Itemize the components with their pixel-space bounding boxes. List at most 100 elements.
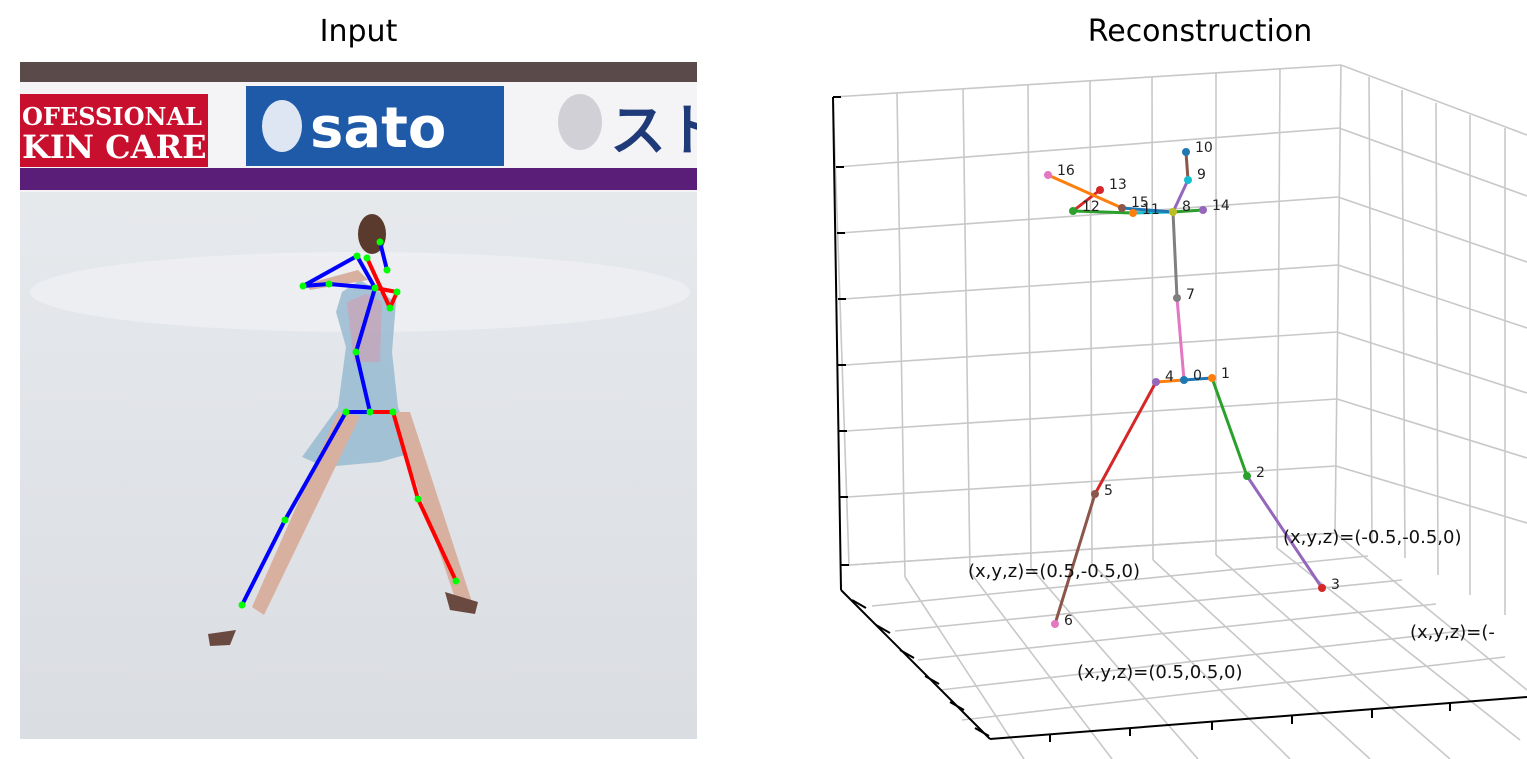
bone-3d: [1184, 150, 1190, 182]
bone-2d: [365, 256, 392, 310]
joint-2d: [452, 577, 460, 585]
joints-2d: [238, 238, 460, 609]
reconstruction-panel-title: Reconstruction: [1087, 14, 1313, 49]
bone-2d: [354, 350, 372, 414]
joint-2d: [281, 516, 289, 524]
joint-2d: [342, 408, 350, 416]
bone-2d: [416, 497, 458, 583]
bone-3d: [1171, 178, 1190, 214]
joint-3d: [1096, 186, 1104, 194]
bone-3d: [1210, 376, 1249, 478]
corner-label: (x,y,z)=(0.5,-0.5,0): [968, 561, 1140, 582]
skater-figure: [208, 214, 478, 646]
joint-3d: [1199, 206, 1207, 214]
joint-3d: [1118, 204, 1126, 212]
bone-3d: [1182, 376, 1214, 382]
bone-3d: [1154, 378, 1186, 384]
reconstruction-3d-axes: 0 1 2 3 4 5 6 7 8 9 10 11 12 13 14 15 16…: [832, 64, 1527, 759]
joint-3d: [1091, 490, 1099, 498]
bone-2d: [354, 286, 377, 354]
joint-label: 5: [1104, 483, 1113, 499]
joint-label: 12: [1082, 199, 1100, 215]
joint-3d: [1051, 620, 1059, 628]
bone-3d: [1245, 474, 1324, 590]
joint-label: 2: [1256, 465, 1265, 481]
joint-3d: [1169, 208, 1177, 216]
joint-label: 10: [1195, 140, 1213, 156]
bone-2d: [327, 282, 377, 290]
board-purple-stripe: [20, 168, 697, 190]
joint-label: 15: [1131, 195, 1149, 211]
bone-2d: [240, 518, 287, 607]
crowd-strip: [20, 62, 697, 82]
joint-label: 16: [1057, 163, 1075, 179]
joint-2d: [389, 408, 397, 416]
bone-3d: [1071, 209, 1135, 215]
floor-grid: [848, 532, 1527, 759]
joint-2d: [386, 304, 394, 312]
joint-2d: [299, 282, 307, 290]
joint-label: 0: [1193, 368, 1202, 384]
joints-3d: [1044, 148, 1326, 628]
corner-label: (x,y,z)=(-0.5,-0.5,0): [1283, 527, 1462, 548]
bone-3d: [1093, 380, 1158, 496]
axes-lines: [832, 96, 1527, 742]
banner-right-text: スト: [610, 99, 697, 164]
bone-2d: [378, 240, 389, 272]
corner-label: (x,y,z)=(-: [1410, 622, 1495, 643]
joint-label: 8: [1182, 199, 1191, 215]
back-wall-grid: [832, 64, 1342, 578]
bone-3d: [1053, 492, 1097, 626]
joint-3d: [1044, 171, 1052, 179]
joint-label: 14: [1212, 198, 1230, 214]
joint-label: 9: [1197, 167, 1206, 183]
bone-2d: [283, 410, 348, 522]
joint-3d: [1180, 376, 1188, 384]
joint-3d: [1208, 374, 1216, 382]
joint-2d: [366, 408, 374, 416]
joint-2d: [383, 266, 391, 274]
input-panel-title: Input: [319, 14, 398, 49]
bone-3d: [1171, 208, 1205, 214]
input-image: OFESSIONAL KIN CARE sato スト: [20, 62, 697, 739]
corner-labels: (x,y,z)=(0.5,-0.5,0) (x,y,z)=(-0.5,-0.5,…: [968, 527, 1495, 683]
side-wall-grid: [1335, 64, 1527, 615]
joint-label: 7: [1186, 287, 1195, 303]
joint-2d: [414, 495, 422, 503]
joint-3d: [1152, 378, 1160, 386]
joint-3d: [1182, 148, 1190, 156]
joint-label: 11: [1142, 202, 1160, 218]
joint-3d: [1069, 207, 1077, 215]
bone-2d: [301, 254, 359, 288]
joint-label: 13: [1109, 177, 1127, 193]
joint-2d: [325, 280, 333, 288]
bone-3d: [1071, 188, 1102, 213]
joint-2d: [393, 288, 401, 296]
joint-labels: 0 1 2 3 4 5 6 7 8 9 10 11 12 13 14 15 16: [1057, 140, 1340, 629]
joint-2d: [363, 254, 371, 262]
bone-2d: [355, 254, 377, 290]
bone-3d: [1120, 206, 1175, 214]
sato-logo: sato: [310, 96, 446, 161]
corner-label: (x,y,z)=(0.5,0.5,0): [1077, 662, 1243, 683]
joint-label: 1: [1221, 366, 1230, 382]
joint-3d: [1243, 472, 1251, 480]
joint-3d: [1173, 294, 1181, 302]
joint-label: 3: [1331, 577, 1340, 593]
bone-2d: [391, 410, 420, 501]
skeleton-2d: [240, 240, 458, 607]
banner-red: [20, 94, 208, 167]
banner-red-line2: KIN CARE: [22, 128, 206, 166]
joint-3d: [1318, 584, 1326, 592]
bone-3d: [1046, 173, 1124, 210]
skeleton-3d: [1046, 150, 1324, 626]
joint-3d: [1184, 176, 1192, 184]
mascot-icon-faded: [558, 94, 602, 150]
mascot-icon: [262, 100, 302, 152]
joint-3d: [1129, 209, 1137, 217]
joint-2d: [352, 348, 360, 356]
joint-label: 6: [1064, 613, 1073, 629]
joint-2d: [371, 284, 379, 292]
bone-3d: [1171, 210, 1179, 300]
banner-red-line1: OFESSIONAL: [22, 102, 202, 131]
